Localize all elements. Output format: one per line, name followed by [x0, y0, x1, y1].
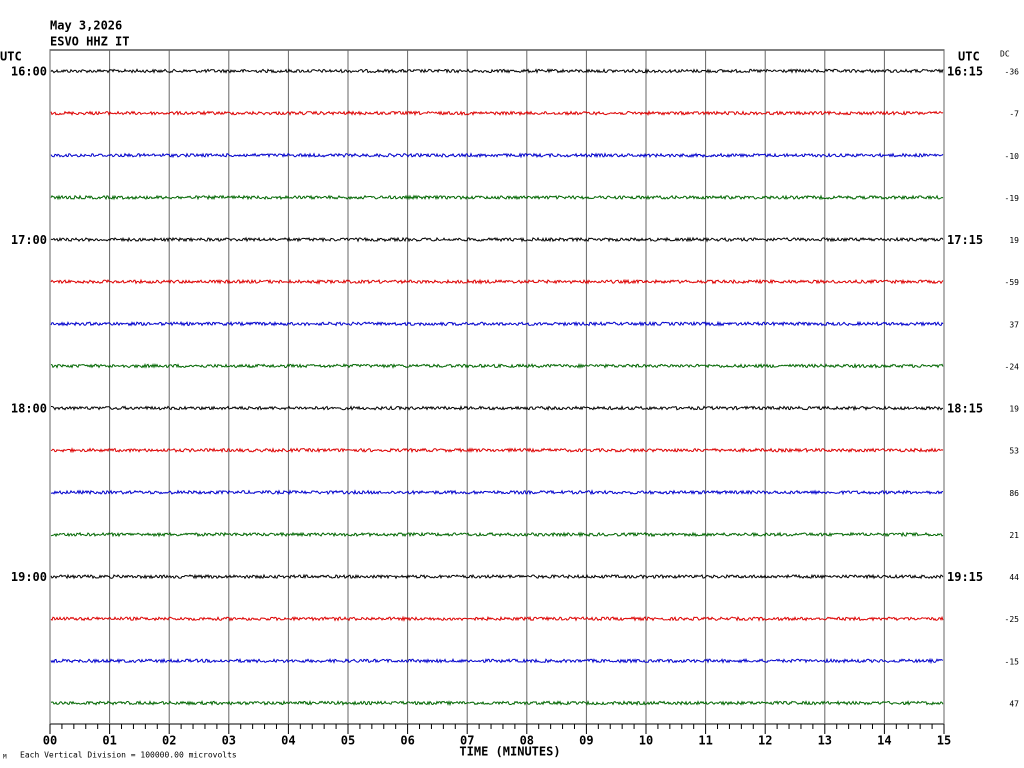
dc-value: -36	[1005, 68, 1020, 77]
x-tick-label: 11	[698, 734, 712, 748]
trace	[50, 699, 944, 707]
dc-value: 47	[1009, 700, 1019, 709]
trace	[50, 152, 944, 159]
trace	[50, 194, 944, 201]
dc-value: 53	[1009, 447, 1019, 456]
utc-right: UTC	[958, 50, 980, 64]
dc-value: -24	[1005, 362, 1020, 371]
x-tick-label: 10	[639, 734, 653, 748]
hour-label-left: 16:00	[11, 65, 47, 79]
dc-value: -7	[1009, 110, 1019, 119]
trace	[50, 236, 944, 243]
dc-value: 86	[1009, 489, 1019, 498]
footer: Each Vertical Division = 100000.00 micro…	[20, 751, 237, 760]
date: May 3,2026	[50, 19, 122, 33]
x-tick-label: 01	[102, 734, 116, 748]
x-axis-label: TIME (MINUTES)	[459, 745, 560, 759]
trace	[50, 110, 944, 117]
trace	[50, 615, 944, 622]
trace	[50, 531, 944, 538]
dc-value: -10	[1005, 152, 1020, 161]
trace	[50, 489, 944, 496]
dc-value: -15	[1005, 657, 1020, 666]
corner-mark: M	[3, 754, 7, 761]
hour-label-left: 17:00	[11, 233, 47, 247]
hour-label-left: 18:00	[11, 402, 47, 416]
x-tick-label: 04	[281, 734, 295, 748]
dc-value: 19	[1009, 405, 1019, 414]
x-tick-label: 12	[758, 734, 772, 748]
dc-label: DC	[1000, 50, 1010, 59]
x-tick-label: 02	[162, 734, 176, 748]
hour-label-right: 17:15	[947, 233, 983, 247]
trace	[50, 67, 944, 75]
dc-value: 19	[1009, 236, 1019, 245]
trace	[50, 573, 944, 580]
x-tick-label: 08	[520, 734, 534, 748]
trace	[50, 362, 944, 369]
hour-label-right: 19:15	[947, 570, 983, 584]
x-tick-label: 14	[877, 734, 891, 748]
trace	[50, 320, 944, 327]
hour-label-right: 18:15	[947, 402, 983, 416]
dc-value: 37	[1009, 320, 1019, 329]
x-tick-label: 15	[937, 734, 951, 748]
x-tick-label: 07	[460, 734, 474, 748]
x-tick-label: 06	[400, 734, 414, 748]
trace	[51, 404, 944, 412]
trace	[50, 657, 944, 665]
utc-left: UTC	[0, 50, 22, 64]
dc-value: 21	[1009, 531, 1019, 540]
dc-value: -59	[1005, 278, 1020, 287]
hour-label-left: 19:00	[11, 570, 47, 584]
dc-value: -25	[1005, 615, 1020, 624]
trace	[50, 278, 944, 285]
x-tick-label: 03	[222, 734, 236, 748]
trace	[50, 447, 944, 454]
hour-label-right: 16:15	[947, 65, 983, 79]
x-tick-label: 09	[579, 734, 593, 748]
dc-value: 44	[1009, 573, 1019, 582]
x-tick-label: 05	[341, 734, 355, 748]
dc-value: -19	[1005, 194, 1020, 203]
x-tick-label: 00	[43, 734, 57, 748]
station: ESVO HHZ IT	[50, 35, 129, 49]
x-tick-label: 13	[818, 734, 832, 748]
